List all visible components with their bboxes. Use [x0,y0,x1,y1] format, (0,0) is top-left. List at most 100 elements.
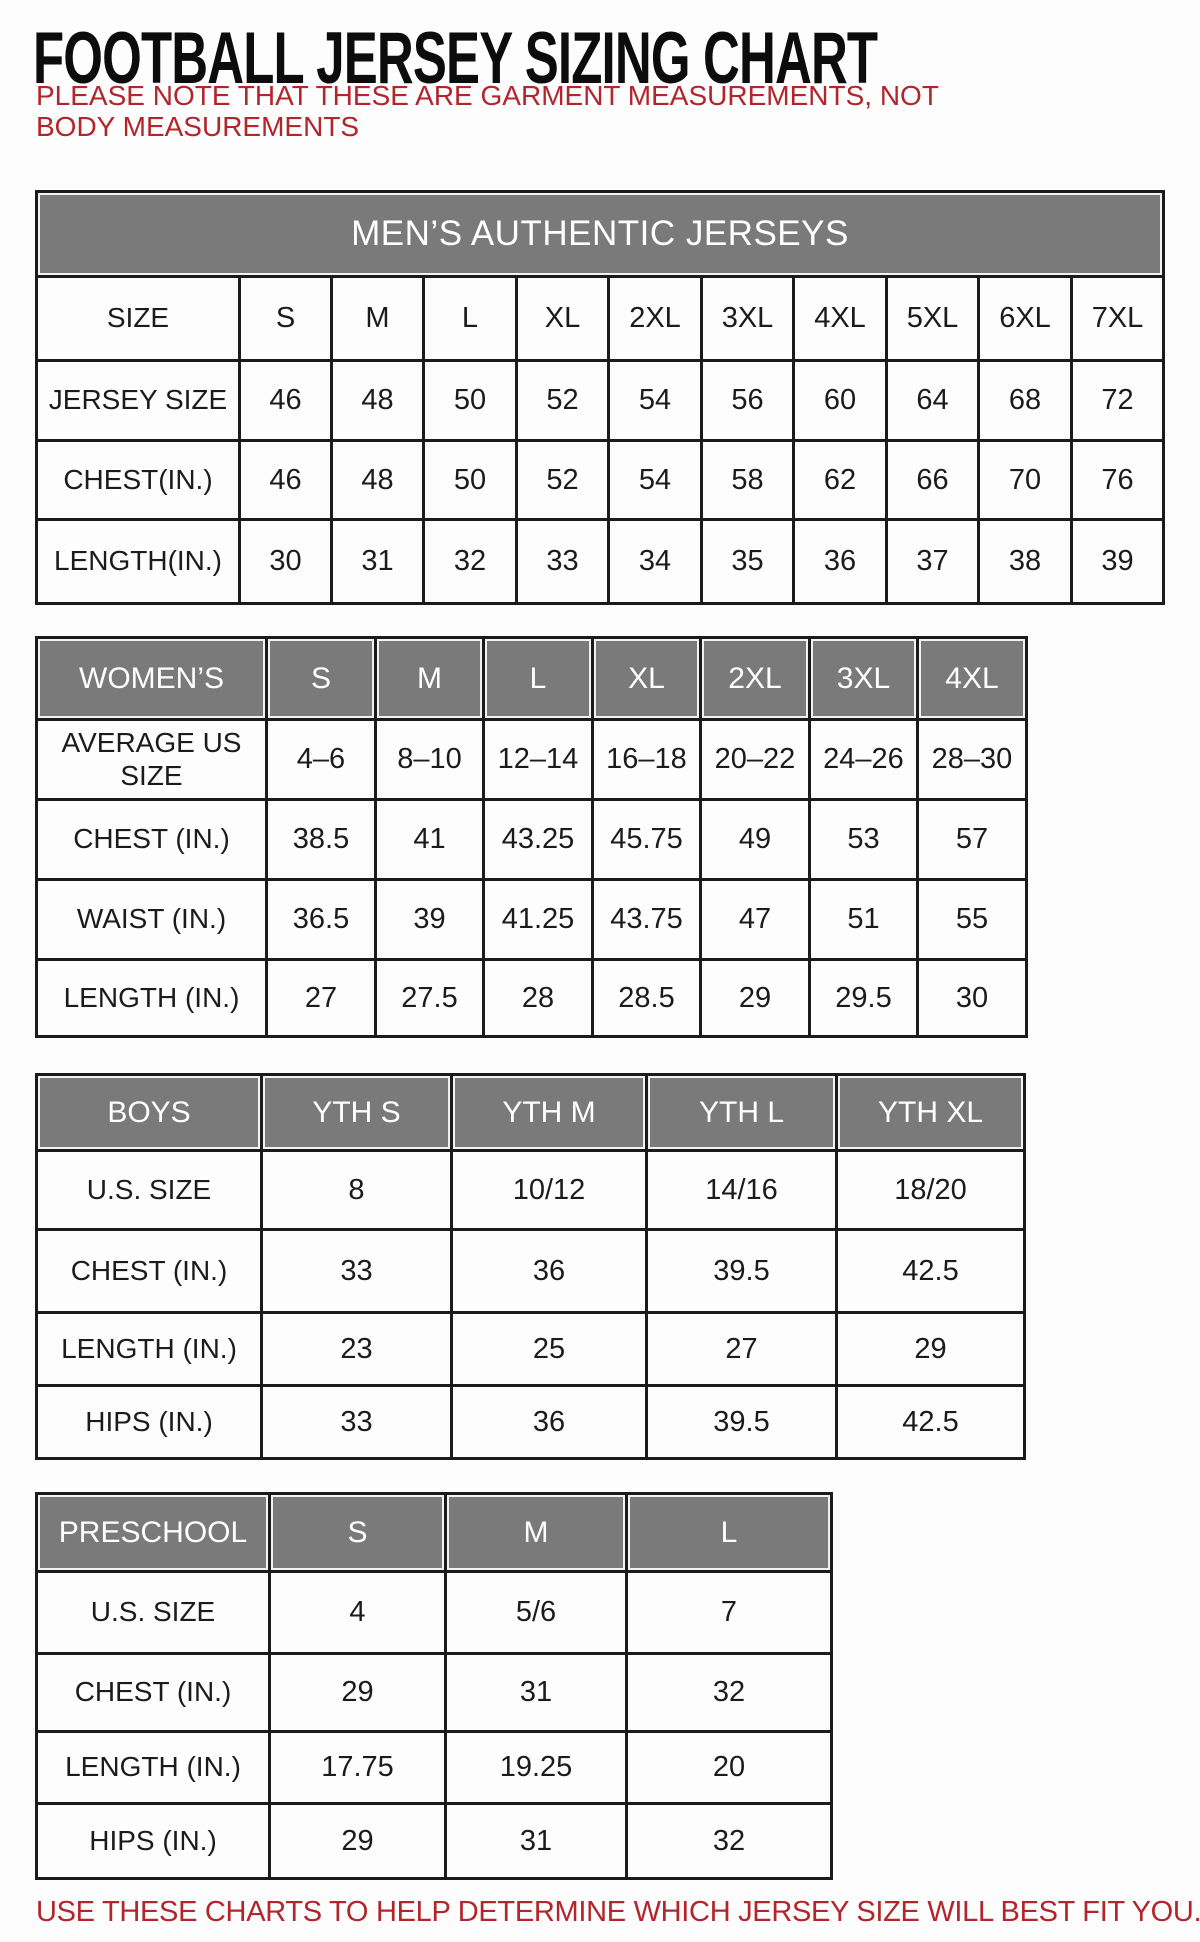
size-value: 4XL [792,275,888,362]
size-value: 62 [792,439,888,521]
size-value: 33 [260,1384,453,1460]
table-row: CHEST (IN.) 38.5 41 43.25 45.75 49 53 57 [35,798,1028,881]
row-label: SIZE [35,275,241,362]
table-row: AVERAGE US SIZE 4–6 8–10 12–14 16–18 20–22 24–… [35,718,1028,801]
size-value: 41.25 [482,878,594,961]
row-label: CHEST(IN.) [35,439,241,521]
size-value: XL [515,275,610,362]
table-row: CHEST (IN.) 29 31 32 [35,1652,833,1733]
size-value: 8–10 [374,718,485,801]
size-value: 6XL [977,275,1073,362]
size-value: 4 [268,1570,447,1655]
table-row: HIPS (IN.) 29 31 32 [35,1802,833,1880]
size-value: 28–30 [916,718,1028,801]
size-value: 31 [444,1652,628,1733]
size-value: 43.25 [482,798,594,881]
size-value: 29.5 [808,958,919,1038]
womens-table-title: WOMEN’S [35,636,268,721]
table-row: HIPS (IN.) 33 36 39.5 42.5 [35,1384,1026,1460]
size-value: 3XL [700,275,795,362]
size-value: 29 [699,958,811,1038]
size-value: 39 [374,878,485,961]
row-label: JERSEY SIZE [35,359,241,442]
womens-column-header: XL [591,636,702,721]
size-value: 50 [422,359,518,442]
size-value: 5/6 [444,1570,628,1655]
preschool-table-title: PRESCHOOL [35,1492,271,1573]
size-value: 29 [268,1802,447,1880]
size-value: 39.5 [645,1228,838,1314]
size-value: 72 [1070,359,1165,442]
boys-table-title: BOYS [35,1073,263,1152]
preschool-sizing-table: PRESCHOOL S M L U.S. SIZE 4 5/6 7 CHEST (IN.) 29 3… [35,1492,833,1880]
size-value: 66 [885,439,980,521]
size-value: 46 [238,359,333,442]
size-value: 10/12 [450,1149,648,1231]
size-value: 12–14 [482,718,594,801]
row-label: HIPS (IN.) [35,1384,263,1460]
size-value: 32 [625,1802,833,1880]
boys-column-header: YTH L [645,1073,838,1152]
table-row: LENGTH (IN.) 23 25 27 29 [35,1311,1026,1387]
size-value: 7XL [1070,275,1165,362]
size-value: 38 [977,518,1073,605]
size-value: 45.75 [591,798,702,881]
size-value: 34 [607,518,703,605]
womens-column-header: L [482,636,594,721]
size-value: 7 [625,1570,833,1655]
size-value: 23 [260,1311,453,1387]
size-value: 24–26 [808,718,919,801]
size-value: 52 [515,439,610,521]
size-value: 35 [700,518,795,605]
row-label: AVERAGE US SIZE [35,718,268,801]
size-value: 32 [422,518,518,605]
garment-measurements-note: PLEASE NOTE THAT THESE ARE GARMENT MEASU… [36,80,939,143]
row-label: CHEST (IN.) [35,1228,263,1314]
size-value: 27 [645,1311,838,1387]
table-row: U.S. SIZE 8 10/12 14/16 18/20 [35,1149,1026,1231]
womens-column-header: 3XL [808,636,919,721]
size-value: 14/16 [645,1149,838,1231]
size-value: 27.5 [374,958,485,1038]
size-value: 68 [977,359,1073,442]
row-label: U.S. SIZE [35,1149,263,1231]
size-value: 16–18 [591,718,702,801]
size-value: 54 [607,359,703,442]
row-label: CHEST (IN.) [35,1652,271,1733]
size-value: 51 [808,878,919,961]
size-value: 48 [330,439,425,521]
size-value: 53 [808,798,919,881]
table-row: CHEST(IN.) 46 48 50 52 54 58 62 66 70 76 [35,439,1165,521]
size-value: 4–6 [265,718,377,801]
size-value: 50 [422,439,518,521]
size-value: 31 [330,518,425,605]
size-value: 56 [700,359,795,442]
row-label: WAIST (IN.) [35,878,268,961]
size-value: 36 [450,1228,648,1314]
mens-authentic-jerseys-table: MEN’S AUTHENTIC JERSEYS SIZE S M L XL 2XL 3XL 4X… [35,190,1165,605]
page-title: FOOTBALL JERSEY SIZING CHART [33,17,878,99]
row-label: LENGTH (IN.) [35,1311,263,1387]
row-label: HIPS (IN.) [35,1802,271,1880]
size-value: 46 [238,439,333,521]
size-value: M [330,275,425,362]
table-row: CHEST (IN.) 33 36 39.5 42.5 [35,1228,1026,1314]
size-value: 30 [238,518,333,605]
size-value: 42.5 [835,1228,1026,1314]
womens-column-header: 4XL [916,636,1028,721]
size-value: 38.5 [265,798,377,881]
size-value: 76 [1070,439,1165,521]
mens-table-banner: MEN’S AUTHENTIC JERSEYS [35,190,1165,278]
size-value: 31 [444,1802,628,1880]
womens-sizing-table: WOMEN’S S M L XL 2XL 3XL 4XL AVERAGE US SIZE 4–6 8… [35,636,1028,1038]
row-label: LENGTH (IN.) [35,958,268,1038]
boys-column-header: YTH S [260,1073,453,1152]
size-value: 17.75 [268,1730,447,1805]
table-row: U.S. SIZE 4 5/6 7 [35,1570,833,1655]
row-label: CHEST (IN.) [35,798,268,881]
size-value: L [422,275,518,362]
size-value: 32 [625,1652,833,1733]
table-row: LENGTH (IN.) 17.75 19.25 20 [35,1730,833,1805]
size-value: 36 [792,518,888,605]
size-value: 41 [374,798,485,881]
